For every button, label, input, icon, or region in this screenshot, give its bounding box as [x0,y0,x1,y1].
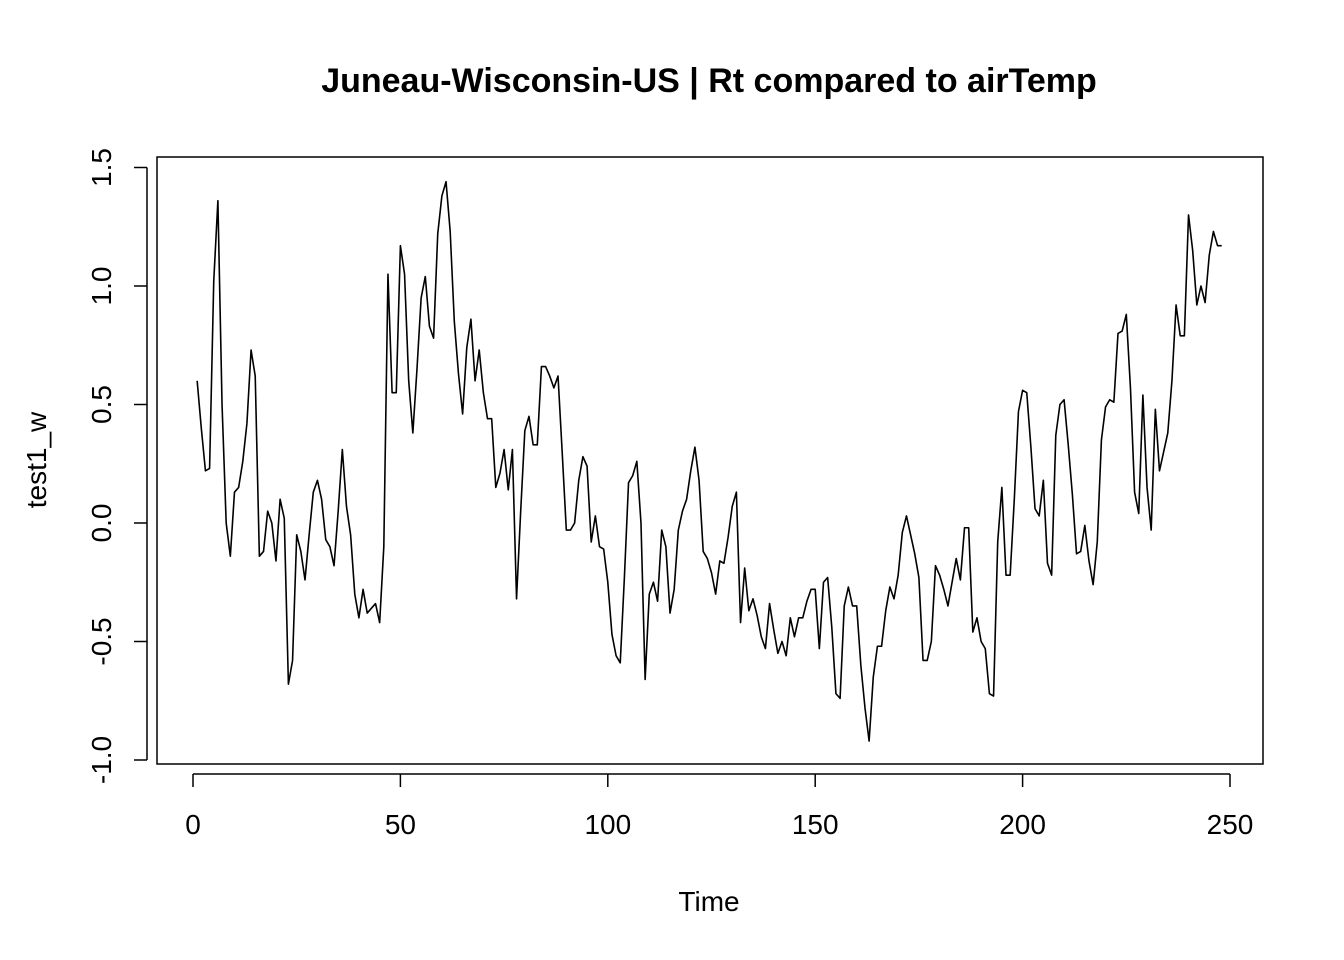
chart-title: Juneau-Wisconsin-US | Rt compared to air… [321,62,1097,100]
x-axis-label: Time [678,886,739,917]
plot-frame [156,156,1264,765]
y-tick-label: 1.5 [86,148,117,187]
y-tick-label: -1.0 [86,736,117,784]
y-tick-label: -0.5 [86,617,117,665]
series-line [196,180,1222,742]
y-tick-label: 0.0 [86,504,117,543]
y-axis: -1.0 -0.5 0.0 0.5 1.0 1.5 [86,148,148,784]
y-tick-label: 1.0 [86,267,117,306]
x-tick-label: 0 [185,809,201,840]
x-tick-label: 50 [385,809,416,840]
y-tick-label: 0.5 [86,385,117,424]
x-axis: 0 50 100 150 200 250 [185,773,1254,840]
x-tick-label: 100 [584,809,631,840]
y-axis-label: test1_w [21,411,52,508]
x-tick-label: 200 [999,809,1046,840]
x-tick-label: 150 [792,809,839,840]
x-tick-label: 250 [1207,809,1254,840]
plot-area [156,156,1264,765]
